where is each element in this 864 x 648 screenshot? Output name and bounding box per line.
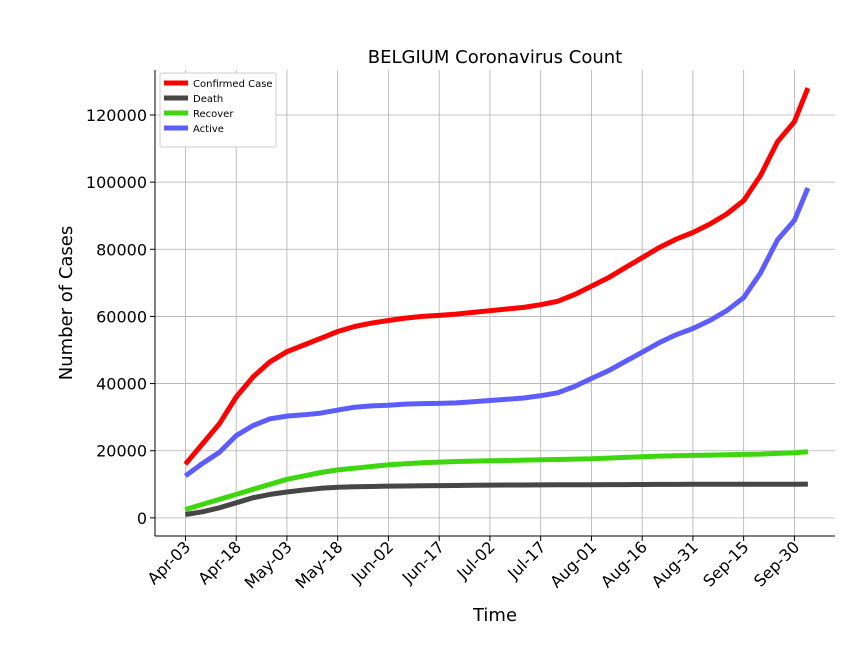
series-line xyxy=(183,87,811,466)
legend-box xyxy=(159,72,277,148)
series-line xyxy=(184,449,809,512)
x-tick-label: Aug-31 xyxy=(648,537,702,591)
y-tick-label: 120000 xyxy=(86,106,147,125)
legend-label: Recover xyxy=(193,109,234,120)
legend: Confirmed Case Death Recover Active xyxy=(159,72,277,148)
y-axis-label: Number of Cases xyxy=(56,226,77,381)
y-tick-label: 80000 xyxy=(96,240,147,259)
legend-label: Active xyxy=(193,124,224,135)
y-tick-label: 20000 xyxy=(96,442,147,461)
x-tick-label: Jun-17 xyxy=(398,537,448,587)
plot-lines xyxy=(183,87,811,517)
legend-label: Confirmed Case xyxy=(193,79,273,90)
x-tick-label: May-18 xyxy=(291,537,346,592)
x-tick-label: Aug-16 xyxy=(597,537,651,591)
y-tick-label: 0 xyxy=(137,509,147,528)
x-axis-label: Time xyxy=(472,605,517,626)
x-tick-label: Apr-18 xyxy=(194,537,245,588)
x-tick-label: Sep-15 xyxy=(699,537,752,590)
series-line xyxy=(183,187,811,478)
y-tick-label: 60000 xyxy=(96,307,147,326)
y-tick-label: 40000 xyxy=(96,375,147,394)
series-line xyxy=(185,481,808,517)
x-tick-label: Jun-02 xyxy=(347,537,397,587)
x-tick-label: Jul-02 xyxy=(452,537,498,583)
x-tick-label: Apr-03 xyxy=(144,537,195,588)
legend-label: Death xyxy=(193,94,223,105)
x-tick-label: May-03 xyxy=(241,537,296,592)
x-tick-label: Aug-01 xyxy=(546,537,600,591)
y-tick-label: 100000 xyxy=(86,173,147,192)
x-tick-label: Sep-30 xyxy=(750,537,803,590)
chart-title: BELGIUM Coronavirus Count xyxy=(368,47,623,68)
x-tick-label: Jul-17 xyxy=(503,537,549,583)
